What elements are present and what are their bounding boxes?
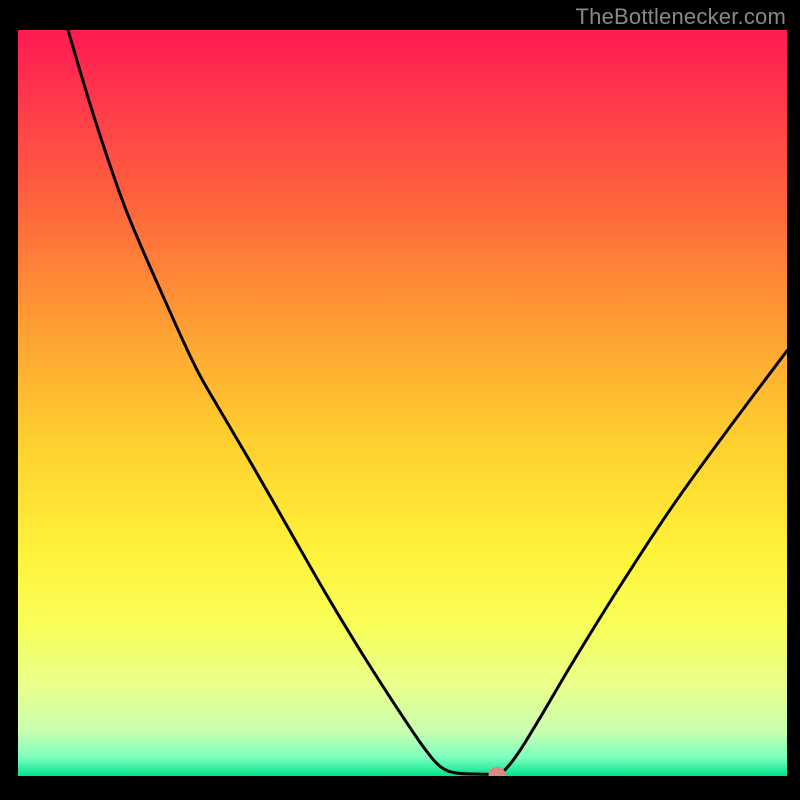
frame-bottom: [0, 776, 800, 800]
plot-area: [18, 30, 787, 776]
frame-left: [0, 0, 18, 800]
frame-right: [787, 0, 800, 800]
attribution-text: TheBottlenecker.com: [576, 4, 786, 30]
bottleneck-curve: [18, 30, 787, 776]
curve-path: [68, 30, 787, 774]
optimal-point-marker: [489, 767, 506, 776]
